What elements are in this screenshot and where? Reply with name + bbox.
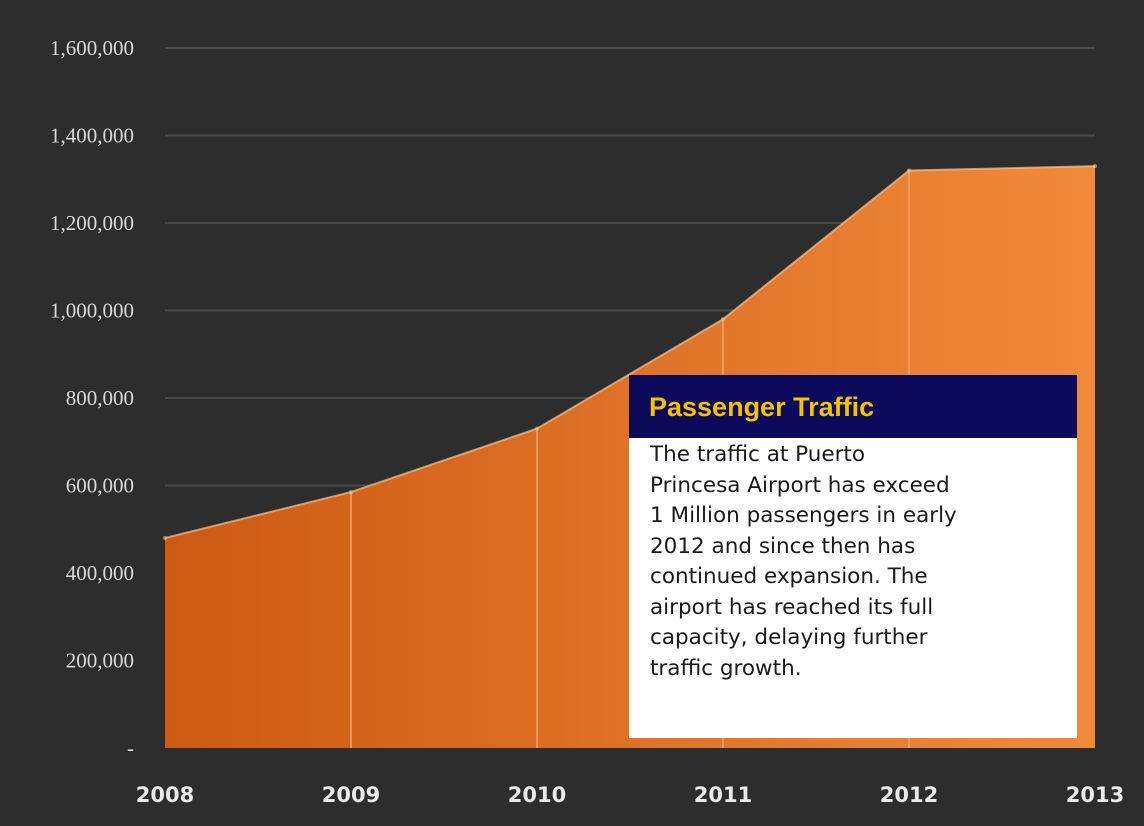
passenger-traffic-callout: Passenger Traffic The traffic at Puerto … <box>629 375 1077 738</box>
y-tick-label: 600,000 <box>66 474 134 498</box>
x-tick-label: 2013 <box>1066 783 1124 807</box>
callout-title: Passenger Traffic <box>649 392 875 422</box>
data-point <box>163 536 167 540</box>
area-edge-line <box>164 165 1096 539</box>
callout-header: Passenger Traffic <box>629 375 1077 438</box>
x-tick-label: 2011 <box>694 783 752 807</box>
y-tick-label: 1,600,000 <box>50 36 134 60</box>
callout-line: The traffic at Puerto <box>650 442 866 467</box>
y-tick-label: 200,000 <box>66 649 134 673</box>
y-tick-label: 1,400,000 <box>50 124 134 148</box>
x-tick-label: 2010 <box>508 783 566 807</box>
x-tick-label: 2012 <box>880 783 938 807</box>
data-point <box>1093 164 1097 169</box>
callout-line: traffic growth. <box>650 655 802 681</box>
callout-line: 1 Million passengers in early <box>650 503 957 528</box>
x-tick-label: 2008 <box>136 783 194 807</box>
y-tick-label: 400,000 <box>66 561 134 585</box>
callout-body: The traffic at Puerto Princesa Airport h… <box>629 438 1077 684</box>
y-tick-label: 800,000 <box>66 386 134 410</box>
callout-line: continued expansion. The <box>650 564 928 589</box>
x-tick-label: 2009 <box>322 783 380 807</box>
callout-line: capacity, delaying further <box>650 625 928 650</box>
callout-line: Princesa Airport has exceed <box>650 472 950 498</box>
callout-line: airport has reached its full <box>650 594 934 620</box>
data-point <box>721 317 725 322</box>
data-point <box>349 490 353 495</box>
y-tick-label: 1,000,000 <box>50 299 134 323</box>
callout-line: 2012 and since then has <box>650 533 916 559</box>
y-tick-label: - <box>127 736 134 760</box>
data-point <box>907 168 911 173</box>
data-point <box>535 426 539 431</box>
y-tick-label: 1,200,000 <box>50 211 134 235</box>
